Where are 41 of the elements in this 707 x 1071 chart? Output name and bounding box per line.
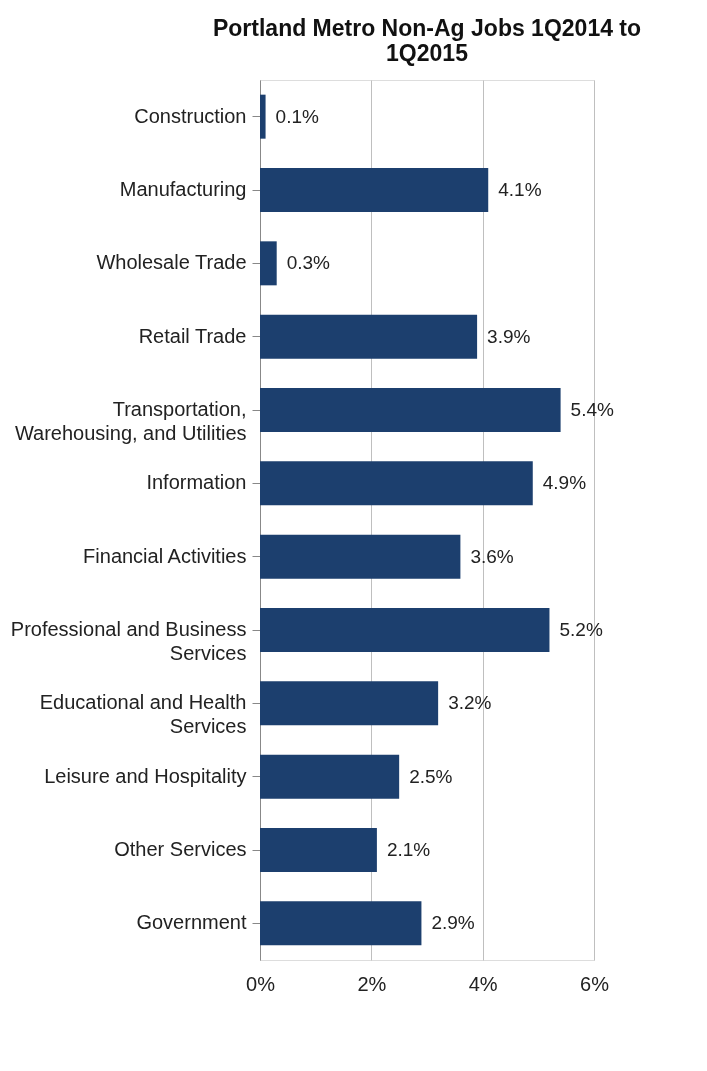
data-label: 0.1% <box>275 105 319 127</box>
y-tick-label: Professional and Business Services <box>10 618 247 664</box>
bar <box>260 754 400 799</box>
y-tick-label: Retail Trade <box>138 324 247 347</box>
data-label: 3.2% <box>448 692 492 714</box>
y-tick-label: Other Services <box>114 838 247 860</box>
bar <box>260 461 533 506</box>
data-label: 2.5% <box>409 765 453 787</box>
bar <box>260 94 266 139</box>
data-label: 2.1% <box>386 839 431 860</box>
data-label: 5.2% <box>559 619 603 640</box>
y-tick-label: Information <box>146 471 247 494</box>
y-tick-label: Educational and Health Services <box>39 691 247 738</box>
y-tick-label: Manufacturing <box>119 178 247 200</box>
data-label: 0.3% <box>286 252 331 274</box>
bar <box>260 388 561 432</box>
data-label: 4.1% <box>498 179 542 200</box>
data-label: 5.4% <box>570 399 615 420</box>
bar <box>260 608 550 652</box>
y-tick-label: Transportation, Warehousing, and Utilities <box>14 398 247 444</box>
bar <box>260 681 439 726</box>
data-label: 3.6% <box>470 545 514 567</box>
y-tick-label: Leisure and Hospitality <box>44 764 247 787</box>
x-tick-label: 0% <box>246 972 276 995</box>
x-tick-label: 4% <box>468 972 498 995</box>
y-tick-label: Wholesale Trade <box>96 251 247 274</box>
x-tick-label: 2% <box>357 972 387 995</box>
chart-title: Portland Metro Non-Ag Jobs 1Q2014 to 1Q2015 <box>212 15 642 66</box>
bar <box>260 314 478 359</box>
x-tick-label: 6% <box>580 972 610 995</box>
y-tick-label: Construction <box>134 104 247 127</box>
data-label: 4.9% <box>542 472 587 494</box>
y-tick-label: Financial Activities <box>83 544 247 567</box>
y-tick-label: Government <box>136 911 247 934</box>
data-label: 2.9% <box>431 912 475 934</box>
data-label: 3.9% <box>487 325 531 347</box>
bar <box>260 828 377 872</box>
bar <box>260 168 489 212</box>
bar <box>260 241 277 286</box>
bar <box>260 534 461 579</box>
bar <box>260 901 422 946</box>
